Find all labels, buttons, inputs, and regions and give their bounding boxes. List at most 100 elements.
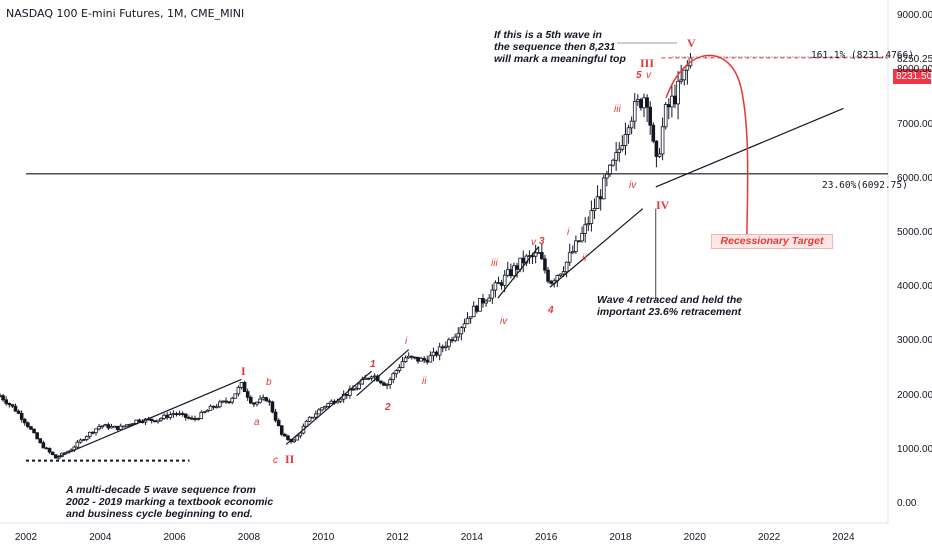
candle-body xyxy=(657,153,662,157)
candle-body xyxy=(478,298,482,312)
candle-body xyxy=(366,377,371,380)
candle-body xyxy=(310,416,315,419)
candle-body xyxy=(413,356,417,359)
trend-line-2-3 xyxy=(356,349,410,397)
candle-body xyxy=(388,379,392,385)
candle-body xyxy=(295,435,300,441)
wave-II-label: II xyxy=(285,452,295,466)
candle-body xyxy=(453,336,457,342)
candle-body xyxy=(4,399,8,404)
chart-title: NASDAQ 100 E-mini Futures, 1M, CME_MINI xyxy=(6,7,245,20)
time-tick-label: 2020 xyxy=(683,532,706,543)
candle-body xyxy=(670,95,674,108)
candle-body xyxy=(100,425,104,428)
candle-body xyxy=(512,265,516,277)
candle-body xyxy=(242,382,247,393)
candle-body xyxy=(19,413,24,420)
candle-body xyxy=(211,405,216,408)
candle-body xyxy=(536,252,541,254)
candle-body xyxy=(456,333,461,338)
candle-body xyxy=(344,393,349,396)
recessionary-target-label: Recessionary Target xyxy=(711,234,833,249)
candle-body xyxy=(543,258,547,271)
candle-body xyxy=(91,431,95,434)
wave4-note: Wave 4 retraced and held the important 2… xyxy=(597,294,743,318)
candle-body xyxy=(224,400,228,403)
candle-body xyxy=(533,252,538,257)
candle-body xyxy=(47,447,52,453)
wave-iii-label-2014: iii xyxy=(491,258,498,269)
candle-body xyxy=(651,124,656,142)
candle-body xyxy=(639,99,643,109)
recession-projection-arc xyxy=(665,54,749,244)
wave-V-label: V xyxy=(687,36,696,50)
candle-body xyxy=(205,409,210,413)
time-tick-label: 2008 xyxy=(237,532,261,543)
multi-decade-note: A multi-decade 5 wave sequence from 2002… xyxy=(66,484,274,520)
fib-1611-label: 161.1% (8231.4766) xyxy=(811,50,914,61)
candle-body xyxy=(406,355,411,359)
candle-body xyxy=(391,373,396,381)
candle-body xyxy=(642,97,646,109)
candle-body xyxy=(419,358,423,362)
time-tick-label: 2018 xyxy=(609,532,632,543)
drawing-group xyxy=(26,42,888,462)
candle-body xyxy=(493,282,498,291)
candle-body xyxy=(320,407,324,411)
candle-body xyxy=(317,409,321,415)
candle-body xyxy=(267,400,272,403)
candle-body xyxy=(156,419,160,423)
candle-body xyxy=(571,251,575,254)
candle-body xyxy=(183,413,188,418)
candle-body xyxy=(363,377,368,380)
candle-body xyxy=(13,405,18,412)
candle-body xyxy=(605,173,609,179)
current-price-tag: 8231.50 xyxy=(893,69,932,84)
candle-body xyxy=(505,269,510,276)
candle-body xyxy=(379,380,383,384)
candle-body xyxy=(567,252,572,263)
candle-body xyxy=(623,134,628,146)
wave-v-label-2018: v xyxy=(646,70,651,81)
candle-body xyxy=(617,148,622,154)
candle-body xyxy=(16,410,21,414)
candle-body xyxy=(78,439,83,443)
candle-body xyxy=(218,401,222,408)
candle-body xyxy=(592,208,597,212)
candle-body xyxy=(586,223,591,226)
wave-i-label-2016: i xyxy=(567,227,570,238)
candle-body xyxy=(239,382,244,388)
candle-body xyxy=(440,346,445,349)
candle-body xyxy=(351,388,355,391)
time-tick-label: 2004 xyxy=(89,532,112,543)
candle-body xyxy=(632,101,637,122)
wave-a-label: a xyxy=(254,417,260,428)
candle-body xyxy=(385,384,389,386)
candle-body xyxy=(199,412,204,420)
price-tick-label: 7000.00 xyxy=(897,118,932,130)
candle-body xyxy=(75,441,80,448)
candle-body xyxy=(338,398,343,402)
price-tick-label: 6000.00 xyxy=(897,172,932,184)
candle-body xyxy=(481,298,485,304)
time-tick-label: 2012 xyxy=(386,532,409,543)
candle-body xyxy=(171,413,176,416)
trend-line-IV xyxy=(655,107,844,188)
candle-body xyxy=(106,424,111,429)
candle-body xyxy=(159,418,163,421)
candle-body xyxy=(7,403,12,405)
wave-III-label: III xyxy=(640,56,655,70)
candle-body xyxy=(444,345,448,348)
candle-body xyxy=(118,425,123,430)
candle-body xyxy=(475,305,479,312)
candle-body xyxy=(577,240,581,243)
fib-236-label: 23.60%(6092.75) xyxy=(822,180,908,191)
candle-body xyxy=(459,327,464,335)
candle-body xyxy=(626,127,631,135)
candle-body xyxy=(546,269,550,282)
candle-body xyxy=(261,397,265,400)
candle-body xyxy=(286,435,290,440)
candle-body xyxy=(44,447,49,450)
candle-body xyxy=(595,196,600,209)
